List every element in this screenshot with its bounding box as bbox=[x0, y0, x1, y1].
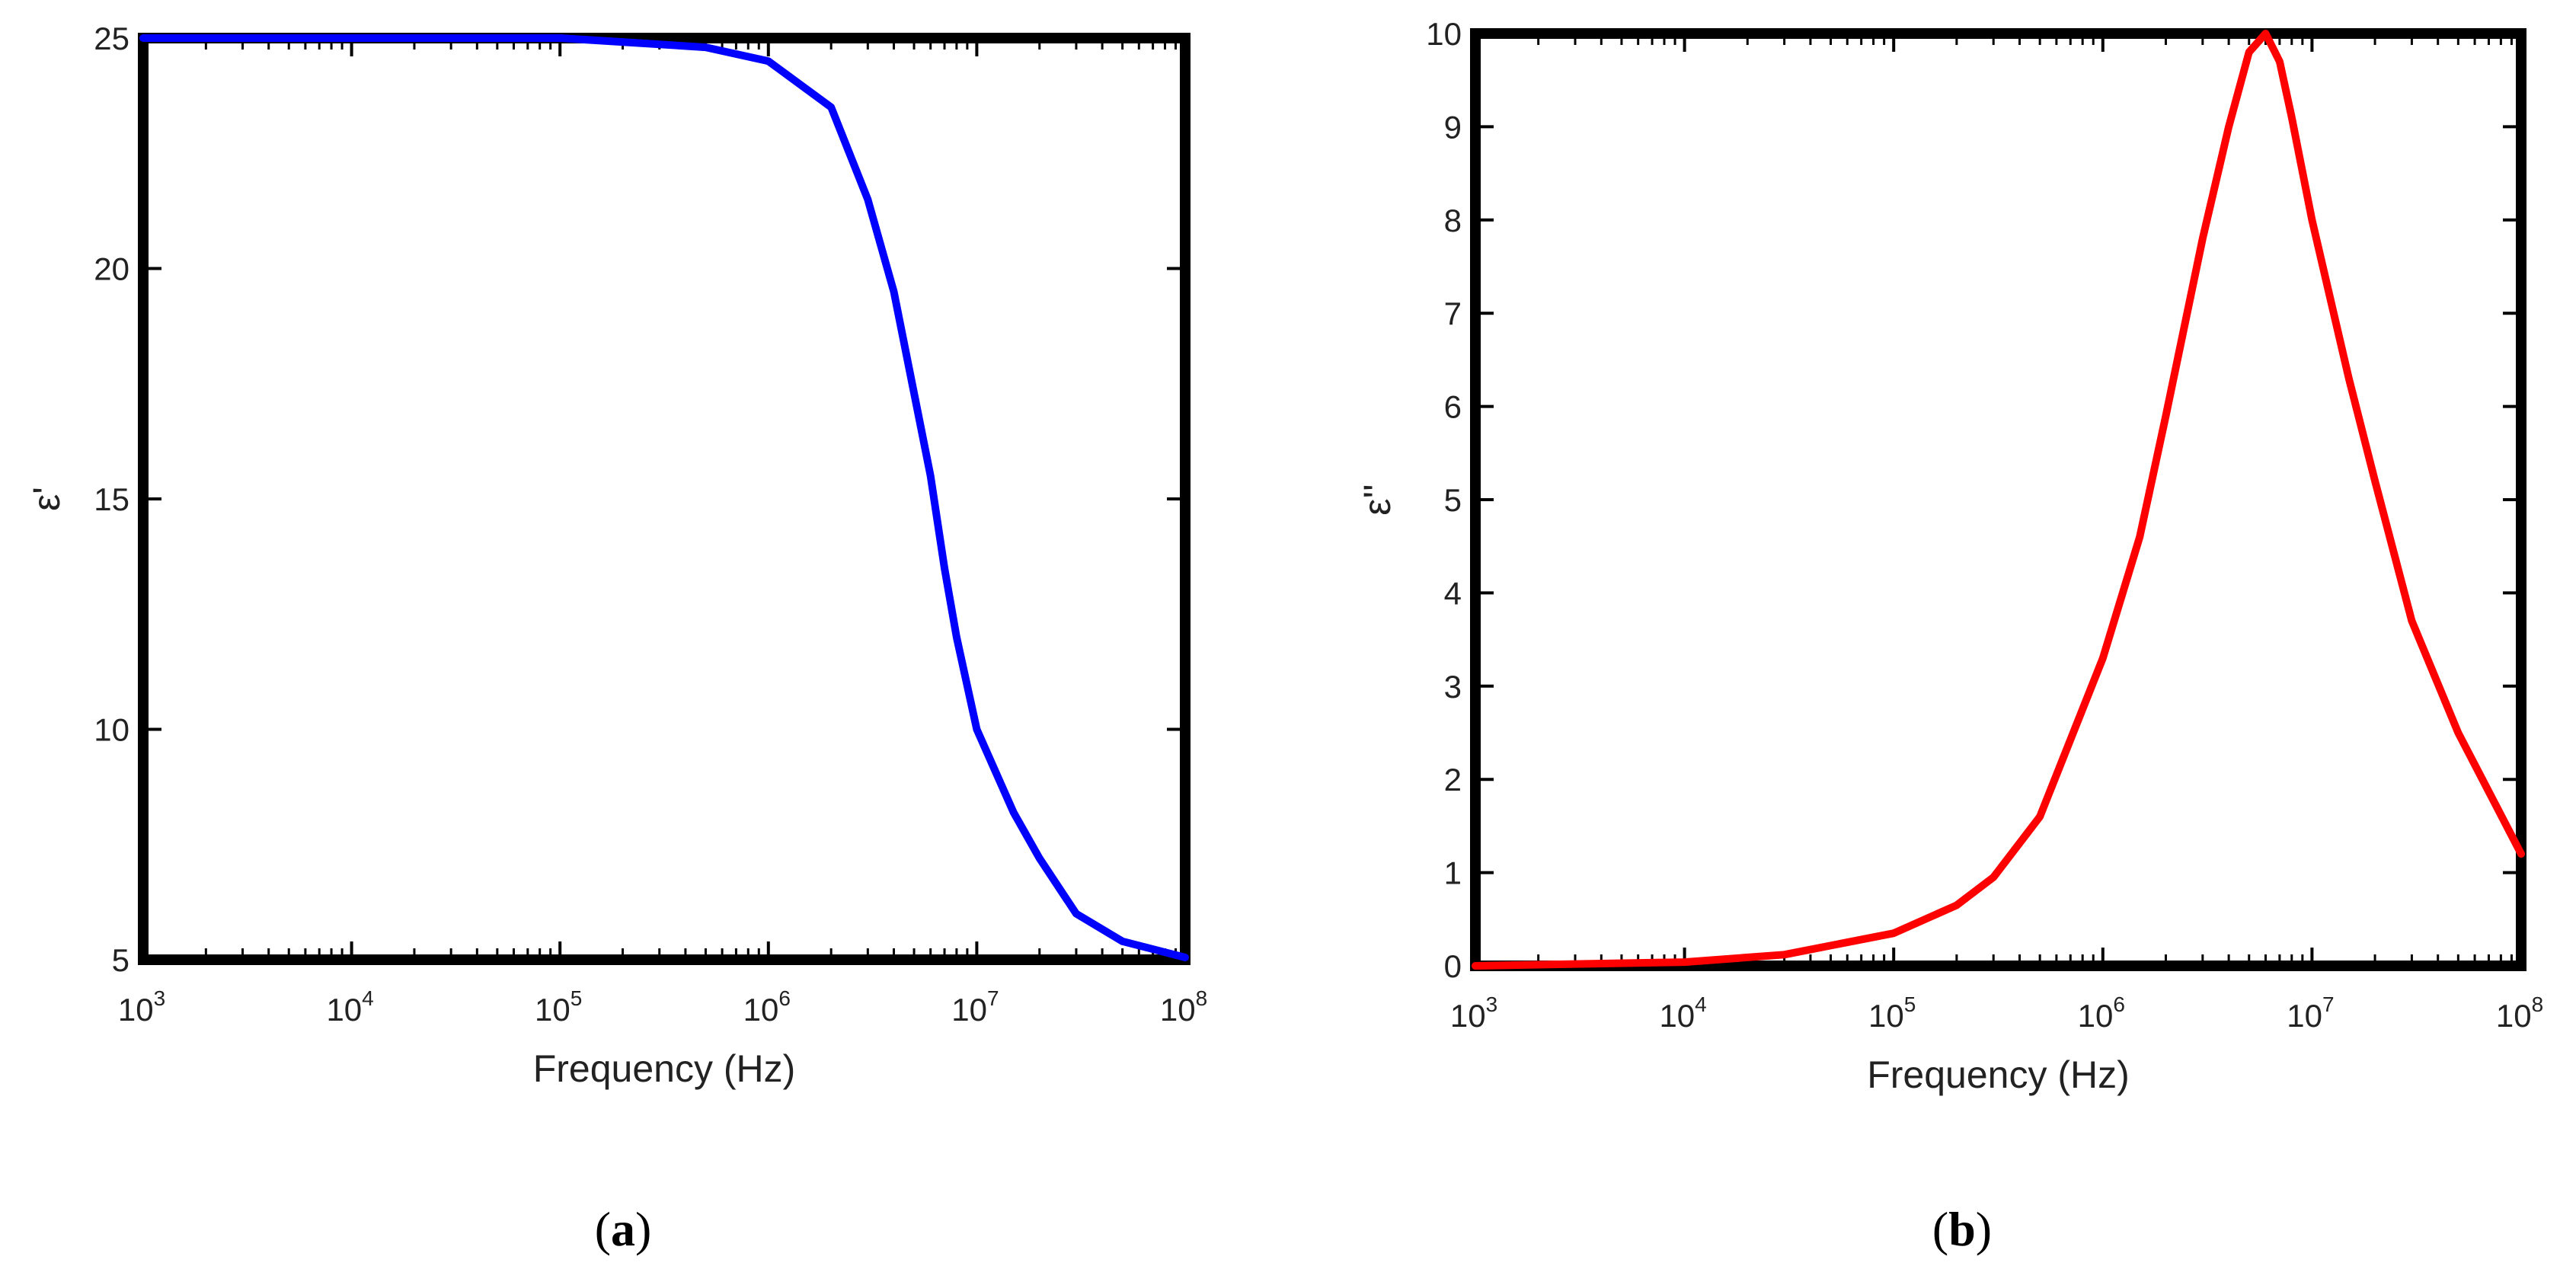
x-tick-label: 107 bbox=[2287, 993, 2334, 1034]
y-tick-label: 4 bbox=[1444, 575, 1462, 611]
y-tick-label: 5 bbox=[112, 942, 129, 978]
panel-label-a: (a) bbox=[595, 1202, 652, 1256]
x-tick-label: 104 bbox=[1659, 993, 1706, 1034]
y-axis-label: ε' bbox=[25, 487, 68, 511]
x-axis-label: Frequency (Hz) bbox=[1867, 1053, 2130, 1096]
x-tick-label: 108 bbox=[2496, 993, 2543, 1034]
y-tick-label: 1 bbox=[1444, 855, 1462, 891]
y-tick-label: 20 bbox=[94, 251, 129, 287]
y-tick-label: 25 bbox=[94, 21, 129, 56]
y-tick-label: 2 bbox=[1444, 762, 1462, 798]
plot-frame bbox=[138, 33, 1191, 965]
panel-label-b: (b) bbox=[1932, 1202, 1992, 1256]
y-tick-label: 10 bbox=[94, 712, 129, 748]
x-tick-label: 106 bbox=[743, 986, 791, 1028]
y-tick-label: 8 bbox=[1444, 203, 1462, 238]
chart-panel-b: 103 104 105 106 107 108 0 1 2 3 4 5 6 7 8 9 10 Frequency … bbox=[1356, 16, 2543, 1096]
x-tick-label: 103 bbox=[1450, 993, 1497, 1034]
x-tick-label: 103 bbox=[118, 986, 165, 1028]
y-tick-label: 9 bbox=[1444, 109, 1462, 145]
y-tick-label: 7 bbox=[1444, 296, 1462, 331]
y-tick-label: 10 bbox=[1426, 16, 1462, 52]
chart-panel-a: 103 104 105 106 107 108 5 10 15 20 25 Frequency (Hz… bbox=[25, 21, 1207, 1090]
x-tick-label: 105 bbox=[1868, 993, 1916, 1034]
x-axis-label: Frequency (Hz) bbox=[533, 1047, 796, 1090]
y-tick-label: 5 bbox=[1444, 482, 1462, 518]
y-axis-label: ε'' bbox=[1356, 484, 1398, 515]
plot-frame bbox=[1470, 28, 2526, 971]
x-tick-label: 106 bbox=[2078, 993, 2125, 1034]
x-tick-label: 107 bbox=[951, 986, 999, 1028]
y-tick-label: 6 bbox=[1444, 389, 1462, 425]
x-tick-label: 108 bbox=[1160, 986, 1207, 1028]
series-line bbox=[1472, 30, 2525, 970]
y-tick-label: 0 bbox=[1444, 948, 1462, 984]
x-tick-label: 104 bbox=[326, 986, 373, 1028]
y-tick-label: 15 bbox=[94, 481, 129, 517]
y-tick-label: 3 bbox=[1444, 669, 1462, 705]
series-line bbox=[139, 34, 1189, 961]
x-tick-label: 105 bbox=[535, 986, 582, 1028]
